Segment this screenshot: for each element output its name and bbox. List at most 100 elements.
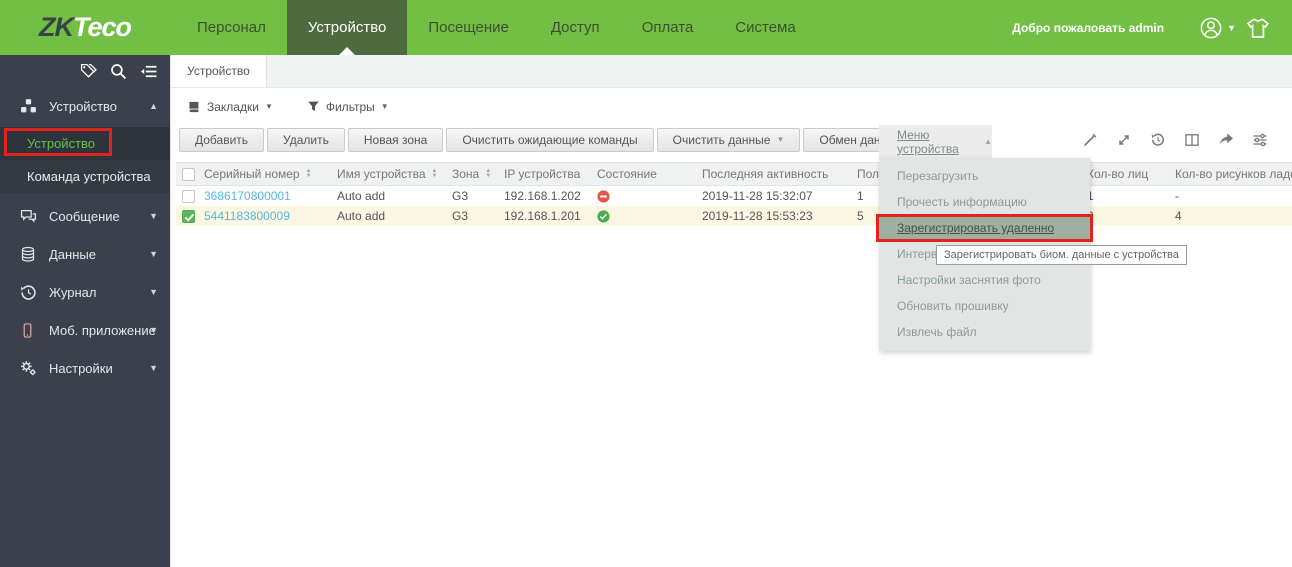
refresh-history-icon[interactable] xyxy=(1150,132,1166,148)
table-row-device-1[interactable]: 3686170800001 Auto add G3 192.168.1.202 … xyxy=(176,186,1292,206)
sidebar-item-label: Устройство xyxy=(49,98,118,114)
palm-count-cell: 4 xyxy=(1169,205,1292,226)
serial-link[interactable]: 3686170800001 xyxy=(204,188,291,203)
row-checkbox-checked[interactable] xyxy=(182,209,195,223)
row-checkbox[interactable] xyxy=(182,189,195,203)
table-tools xyxy=(1082,132,1268,148)
user-account-icon[interactable]: ▼ xyxy=(1200,17,1236,39)
status-cell xyxy=(591,186,696,206)
status-cell xyxy=(591,205,696,226)
sidebar-tools xyxy=(0,55,170,85)
columns-icon[interactable] xyxy=(1184,132,1200,148)
sidebar-item-label: Моб. приложение xyxy=(49,322,156,338)
adjust-sliders-icon[interactable] xyxy=(1252,132,1268,148)
device-submenu: Устройство Команда устройства xyxy=(0,127,170,193)
sidebar-subitem-device-command[interactable]: Команда устройства xyxy=(27,169,151,184)
action-button-row: Добавить Удалить Новая зона Очистить ожи… xyxy=(171,125,1292,158)
clear-data-button[interactable]: Очистить данные ▼ xyxy=(656,128,801,152)
export-share-icon[interactable] xyxy=(1218,132,1234,148)
clear-pending-commands-button[interactable]: Очистить ожидающие команды xyxy=(446,128,654,152)
col-device-name[interactable]: Имя устройства ▲ ▼ xyxy=(331,162,446,186)
sidebar-item-mobile-app[interactable]: Моб. приложение ▼ xyxy=(0,313,170,347)
search-icon[interactable] xyxy=(110,63,127,80)
nav-tab-device[interactable]: Устройство xyxy=(286,0,408,55)
menu-item-read-info[interactable]: Прочесть информацию xyxy=(897,195,1027,209)
chevron-down-icon: ▼ xyxy=(149,287,158,297)
sidebar-item-label: Данные xyxy=(49,246,96,262)
sidebar-item-label: Сообщение xyxy=(49,208,120,224)
new-zone-button[interactable]: Новая зона xyxy=(347,128,444,152)
menu-item-extract-file[interactable]: Извлечь файл xyxy=(897,325,977,339)
filters-dropdown[interactable]: Фильтры ▼ xyxy=(307,100,389,114)
sidebar-item-settings[interactable]: Настройки ▼ xyxy=(0,351,170,385)
nav-tab-attendance[interactable]: Посещение xyxy=(428,19,509,36)
serial-link[interactable]: 5441183800009 xyxy=(204,208,290,223)
last-activity-cell: 2019-11-28 15:32:07 xyxy=(702,188,813,203)
sidebar-item-label: Настройки xyxy=(49,360,113,376)
nav-tab-access[interactable]: Доступ xyxy=(550,19,600,36)
palm-count-cell: - xyxy=(1175,188,1179,203)
bookmark-book-icon xyxy=(189,101,199,112)
col-zone-label: Зона xyxy=(452,167,480,181)
menu-item-tooltip: Зарегистрировать биом. данные с устройст… xyxy=(936,245,1187,265)
sidebar-subitem-device[interactable]: Устройство xyxy=(0,127,170,160)
theme-shirt-icon[interactable] xyxy=(1246,16,1270,40)
device-table: Серийный номер ▲ ▼ Имя устройства ▲ ▼ Зона ▲ ▼… xyxy=(176,162,1292,226)
sort-icon[interactable]: ▲ ▼ xyxy=(485,168,492,179)
nav-tab-payment[interactable]: Оплата xyxy=(641,19,694,36)
gears-icon xyxy=(20,360,38,377)
menu-item-register-remotely[interactable]: Зарегистрировать удаленно xyxy=(876,214,1093,242)
topbar: ZKTeco Персонал Устройство Посещение Дос… xyxy=(0,0,1292,55)
bookmarks-dropdown[interactable]: Закладки ▼ xyxy=(187,100,273,114)
message-icon xyxy=(20,208,38,225)
sidebar-item-data[interactable]: Данные ▼ xyxy=(0,237,170,271)
sidebar-item-device-parent[interactable]: Устройство ▲ xyxy=(0,89,170,123)
menu-item-photo-capture-settings[interactable]: Настройки заснятия фото xyxy=(897,273,1041,287)
nav-tab-system[interactable]: Система xyxy=(735,19,796,36)
delete-button[interactable]: Удалить xyxy=(267,128,345,152)
add-button[interactable]: Добавить xyxy=(179,128,265,152)
nav-tab-personnel[interactable]: Персонал xyxy=(197,19,266,36)
edit-pen-icon[interactable] xyxy=(1082,132,1098,148)
filter-toolbar: Закладки ▼ Фильтры ▼ xyxy=(171,88,1292,125)
face-count-cell: 0 xyxy=(1081,205,1169,226)
col-serial[interactable]: Серийный номер ▲ ▼ xyxy=(198,162,331,186)
topbar-right: Добро пожаловать admin ▼ xyxy=(1012,16,1292,40)
col-serial-label: Серийный номер xyxy=(204,167,300,181)
status-online-icon xyxy=(597,210,610,223)
menu-item-reboot[interactable]: Перезагрузить xyxy=(897,169,979,183)
device-icon xyxy=(20,98,38,115)
expand-icon[interactable] xyxy=(1116,132,1132,148)
col-ip: IP устройства xyxy=(498,162,591,186)
device-menu-button[interactable]: Меню устройства ▲ xyxy=(879,125,992,158)
sidebar-item-log[interactable]: Журнал ▼ xyxy=(0,275,170,309)
zkteco-logo: ZKTeco xyxy=(0,12,170,43)
caret-down-icon: ▼ xyxy=(380,102,389,111)
table-row-device-2[interactable]: 5441183800009 Auto add G3 192.168.1.201 … xyxy=(176,205,1292,226)
logo-text-zk: ZK xyxy=(38,12,74,42)
sidebar-item-message[interactable]: Сообщение ▼ xyxy=(0,199,170,233)
sort-icon[interactable]: ▲ ▼ xyxy=(431,168,438,179)
device-name-cell: Auto add xyxy=(337,188,386,203)
sort-icon[interactable]: ▲ ▼ xyxy=(305,168,312,179)
select-all-cell xyxy=(176,162,198,186)
col-face-count: Кол-во лиц xyxy=(1081,162,1169,186)
menu-item-update-firmware[interactable]: Обновить прошивку xyxy=(897,299,1009,313)
face-count-cell: 1 xyxy=(1087,188,1094,203)
chevron-down-icon: ▼ xyxy=(149,363,158,373)
col-zone[interactable]: Зона ▲ ▼ xyxy=(446,162,498,186)
chevron-down-icon: ▼ xyxy=(149,211,158,221)
row-select-cell xyxy=(176,205,198,226)
tags-icon[interactable] xyxy=(80,63,97,80)
history-icon xyxy=(20,284,38,301)
col-status: Состояние xyxy=(591,162,696,186)
chevron-down-icon: ▼ xyxy=(149,325,158,335)
nav-tab-device-label: Устройство xyxy=(307,19,387,36)
tab-device[interactable]: Устройство xyxy=(171,55,267,87)
caret-down-icon: ▼ xyxy=(776,135,785,144)
select-all-checkbox[interactable] xyxy=(182,168,195,182)
ip-cell: 192.168.1.202 xyxy=(504,188,581,203)
menu-collapse-icon[interactable] xyxy=(140,63,158,80)
database-icon xyxy=(20,246,38,263)
